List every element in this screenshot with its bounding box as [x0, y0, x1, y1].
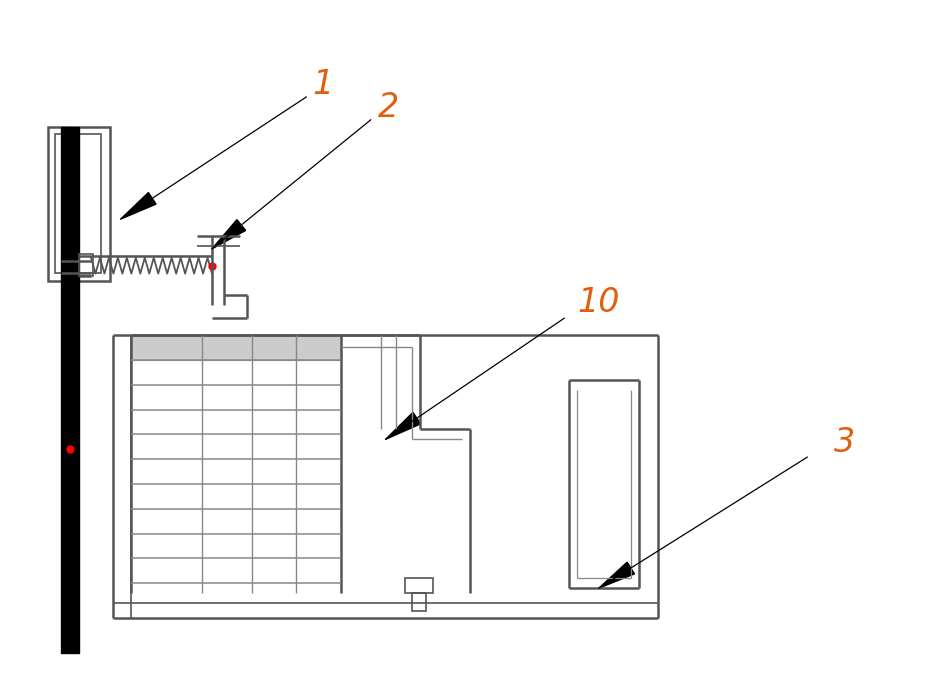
Bar — [412, 593, 426, 611]
Text: 3: 3 — [833, 426, 855, 459]
Polygon shape — [385, 412, 420, 439]
Text: 1: 1 — [312, 68, 333, 101]
Bar — [131, 335, 341, 360]
Polygon shape — [121, 192, 156, 219]
Bar — [405, 578, 432, 593]
Text: 2: 2 — [378, 92, 399, 124]
Bar — [48, 127, 110, 280]
Bar — [61, 127, 79, 653]
Text: 10: 10 — [577, 286, 620, 319]
Bar — [79, 254, 93, 275]
Polygon shape — [212, 219, 245, 249]
Polygon shape — [599, 562, 634, 588]
Bar — [56, 134, 101, 273]
